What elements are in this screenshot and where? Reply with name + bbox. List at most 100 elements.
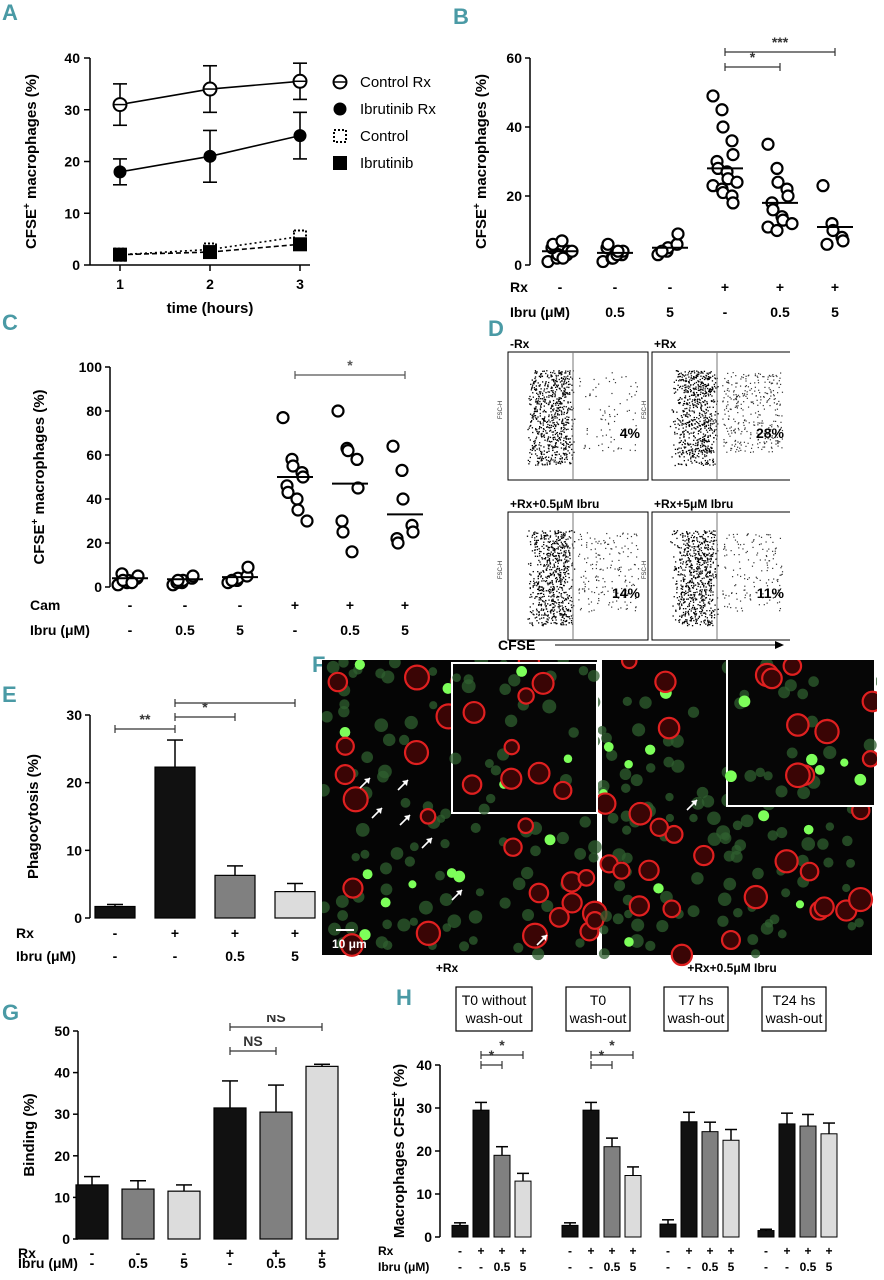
flow-dot xyxy=(559,538,561,541)
flow-dot xyxy=(710,557,712,560)
flow-dot xyxy=(688,413,690,416)
row-value-rx: + xyxy=(629,1244,636,1258)
flow-dot xyxy=(585,577,587,579)
flow-dot xyxy=(764,559,766,561)
flow-dot xyxy=(701,535,703,538)
flow-dot xyxy=(573,568,576,570)
flow-dot xyxy=(708,620,710,622)
flow-dot xyxy=(697,575,700,577)
flow-dot xyxy=(682,432,684,434)
flow-dot xyxy=(755,591,757,594)
flow-dot xyxy=(538,444,540,446)
flow-dot xyxy=(707,561,709,563)
flow-dot xyxy=(691,534,693,537)
flow-dot xyxy=(676,583,678,585)
flow-dot xyxy=(548,419,550,421)
flow-dot xyxy=(547,621,549,624)
flow-dot xyxy=(689,454,691,456)
flow-dot xyxy=(724,605,726,608)
flow-dot xyxy=(633,533,636,535)
flow-dot xyxy=(692,598,694,600)
flow-dot xyxy=(543,601,545,603)
flow-dot xyxy=(681,373,684,376)
flow-dot xyxy=(634,394,636,396)
data-point xyxy=(761,137,775,151)
flow-dot xyxy=(700,591,703,593)
data-point xyxy=(203,245,217,260)
flow-dot xyxy=(777,426,779,428)
flow-dot xyxy=(621,428,623,431)
flow-dot xyxy=(554,532,557,534)
flow-dot xyxy=(681,574,683,576)
flow-dot xyxy=(700,409,703,411)
flow-dot xyxy=(549,552,551,555)
flow-dot xyxy=(573,531,576,533)
flow-dot xyxy=(548,381,550,384)
flow-dot xyxy=(698,398,701,400)
bright-green-cell xyxy=(840,758,849,767)
flow-dot xyxy=(552,599,554,602)
flow-dot xyxy=(689,566,691,568)
flow-dot xyxy=(766,392,768,394)
flow-dot xyxy=(571,428,573,430)
flow-dot xyxy=(569,553,571,555)
flow-dot xyxy=(544,457,546,459)
flow-dot xyxy=(773,420,775,422)
flow-dot xyxy=(742,422,745,424)
flow-dot xyxy=(560,397,563,400)
flow-dot xyxy=(679,420,681,422)
flow-dot xyxy=(535,616,538,618)
flow-dot xyxy=(604,410,606,412)
flow-dot xyxy=(554,391,557,393)
flow-dot xyxy=(705,547,707,549)
macrophage-cell xyxy=(342,877,364,899)
flow-dot xyxy=(547,619,549,621)
flow-dot xyxy=(751,401,753,404)
flow-dot xyxy=(700,461,703,463)
flow-dot xyxy=(677,423,679,425)
flow-dot xyxy=(552,566,554,569)
flow-dot xyxy=(537,588,539,591)
flow-dot xyxy=(712,464,714,466)
flow-dot xyxy=(710,582,712,584)
flow-dot xyxy=(710,389,712,391)
flow-dot xyxy=(700,384,702,386)
green-cell xyxy=(747,934,759,945)
flow-dot xyxy=(537,539,539,541)
flow-dot xyxy=(529,395,531,398)
flow-dot xyxy=(598,580,600,582)
data-point xyxy=(300,514,314,528)
legend-marker xyxy=(333,129,347,143)
flow-dot xyxy=(706,554,708,557)
flow-dot xyxy=(548,595,550,597)
flow-dot xyxy=(528,530,530,532)
flow-dot xyxy=(734,432,736,434)
flow-dot xyxy=(561,422,564,425)
flow-dot xyxy=(537,588,540,591)
green-cell xyxy=(689,813,698,823)
flow-dot xyxy=(679,619,681,621)
flow-dot xyxy=(552,540,554,542)
flow-dot xyxy=(744,428,746,430)
flow-dot xyxy=(701,596,703,598)
flow-dot xyxy=(545,456,547,458)
flow-dot xyxy=(679,375,682,378)
row-value-ibru: - xyxy=(458,1260,462,1274)
flow-dot xyxy=(711,622,713,624)
flow-dot xyxy=(551,545,553,548)
flow-dot xyxy=(551,553,554,555)
flow-dot xyxy=(681,424,683,426)
flow-dot xyxy=(548,576,550,578)
flow-dot xyxy=(738,554,740,556)
flow-dot xyxy=(541,589,544,592)
green-cell xyxy=(601,732,612,744)
flow-dot xyxy=(595,552,597,554)
row-value-ibru: 5 xyxy=(318,1255,326,1271)
flow-dot xyxy=(705,448,707,450)
flow-dot xyxy=(694,557,696,559)
y-tick-label: 100 xyxy=(79,359,103,375)
bar xyxy=(167,1190,201,1240)
flow-dot xyxy=(530,593,532,596)
row-value-rx: + xyxy=(291,597,299,613)
flow-dot xyxy=(710,554,712,556)
